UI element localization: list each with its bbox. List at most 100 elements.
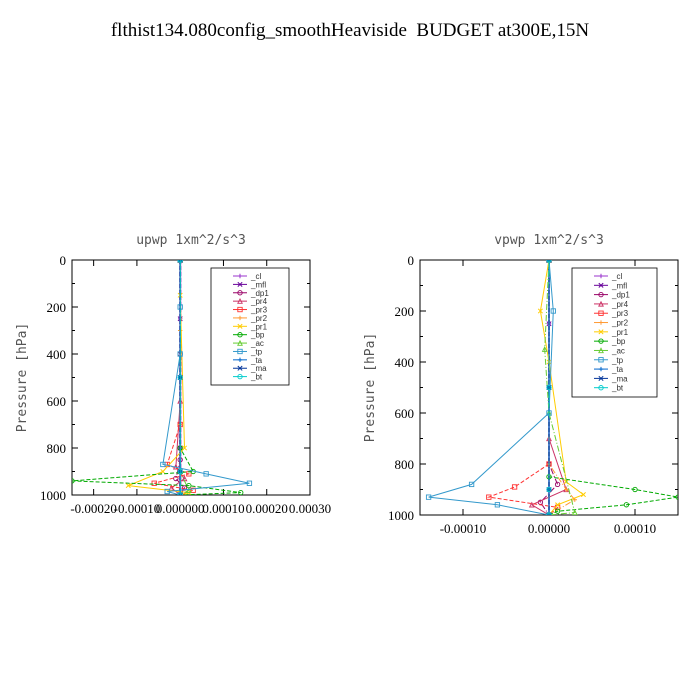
legend-label: _dp1 <box>611 291 630 300</box>
data-point <box>511 484 518 490</box>
panel-title: vpwp 1xm^2/s^3 <box>494 233 604 248</box>
figure-title: flthist134.080config_smoothHeaviside BUD… <box>110 20 590 41</box>
legend-marker <box>237 332 243 338</box>
data-point <box>173 475 179 482</box>
legend-label: _mfl <box>611 281 627 290</box>
x-tick-label: 0.00000 <box>528 521 570 536</box>
legend-marker <box>237 373 243 380</box>
y-tick-label: 400 <box>395 355 415 370</box>
series-line-ac <box>544 260 576 515</box>
data-point <box>177 260 183 263</box>
series-group <box>425 260 678 515</box>
data-point <box>623 502 630 508</box>
x-tick-label: -0.00010 <box>114 501 161 516</box>
legend-label: _cl <box>250 272 261 281</box>
x-tick-label: 0.00010 <box>614 521 656 536</box>
y-tick-label: 800 <box>47 441 67 456</box>
y-tick-label: 600 <box>47 394 67 409</box>
x-tick-label: 0.00030 <box>289 501 331 516</box>
legend-label: _ta <box>250 356 263 365</box>
legend-marker <box>237 281 243 287</box>
data-point <box>550 308 556 314</box>
legend-label: _pr2 <box>611 319 629 328</box>
legend-label: _pr4 <box>611 300 629 309</box>
y-tick-label: 400 <box>47 347 67 362</box>
chart-panel-2: vpwp 1xm^2/s^3 Pressure [hPa] 0 200 400 600 80… <box>363 233 679 536</box>
legend-label: _ac <box>250 339 264 348</box>
legend-marker <box>237 348 243 355</box>
legend-label: _bt <box>250 373 263 382</box>
legend-marker <box>598 291 604 298</box>
data-point <box>177 468 183 475</box>
data-point <box>571 509 578 515</box>
y-tick-label: 1000 <box>388 508 414 523</box>
legend-marker <box>598 273 604 279</box>
y-axis-label: Pressure [hPa] <box>363 333 378 443</box>
legend-label: _bp <box>611 337 626 346</box>
data-point <box>632 486 638 493</box>
data-point <box>72 478 75 484</box>
data-point <box>246 480 253 486</box>
y-tick-label: 0 <box>60 253 67 268</box>
legend-label: _pr1 <box>611 328 629 337</box>
y-tick-label: 200 <box>395 304 415 319</box>
legend-label: _ma <box>250 364 267 373</box>
x-tick-label: 0.000000 <box>156 501 205 516</box>
legend-box <box>571 267 658 398</box>
legend-marker <box>237 357 243 363</box>
x-tick-label: 0.00020 <box>246 501 288 516</box>
legend-marker <box>237 339 243 346</box>
legend-marker <box>598 310 604 316</box>
data-point <box>494 502 501 508</box>
legend-marker <box>598 282 604 288</box>
legend-label: _pr3 <box>611 309 629 318</box>
legend-label: _pr4 <box>250 297 268 306</box>
data-point <box>164 488 170 495</box>
legend-label: _ta <box>611 365 624 374</box>
legend-marker <box>237 273 243 279</box>
legend-label: _pr3 <box>250 306 268 315</box>
data-point <box>203 471 209 477</box>
data-point <box>238 490 244 495</box>
data-point <box>528 501 535 508</box>
data-point <box>675 494 678 500</box>
data-point <box>160 461 166 468</box>
series-group <box>72 260 253 495</box>
data-point <box>537 308 543 314</box>
legend-marker <box>598 300 604 307</box>
legend-marker <box>598 385 604 391</box>
data-point <box>185 487 192 493</box>
data-point <box>541 346 548 352</box>
y-tick-label: 800 <box>395 457 415 472</box>
data-point <box>181 445 188 451</box>
data-point <box>177 492 183 495</box>
legend-label: _pr2 <box>250 314 268 323</box>
data-point <box>554 508 561 514</box>
chart-panel-1: upwp 1xm^2/s^3 Pressure [hPa] 0 200 400 600 80… <box>15 233 331 516</box>
legend-marker <box>598 320 604 325</box>
x-tick-label: -0.00010 <box>440 521 487 536</box>
legend-marker <box>237 290 243 296</box>
series-line-ac <box>179 260 190 495</box>
legend-label: _bt <box>611 384 624 393</box>
data-point <box>486 494 492 500</box>
data-point <box>554 481 561 488</box>
legend-label: _cl <box>611 272 622 281</box>
legend-marker <box>598 357 604 363</box>
legend-marker <box>598 338 604 344</box>
legend-label: _tp <box>611 356 624 365</box>
data-point <box>555 502 561 508</box>
legend-label: _pr1 <box>250 322 268 331</box>
data-point <box>546 260 552 263</box>
y-axis-label: Pressure [hPa] <box>15 323 30 433</box>
legend-label: _ma <box>611 374 628 383</box>
data-point <box>580 492 586 498</box>
legend-marker <box>237 323 243 329</box>
legend-box <box>210 267 290 386</box>
series-line-tp <box>428 260 554 515</box>
data-point <box>190 487 196 493</box>
legend-marker <box>237 365 243 371</box>
data-point <box>468 481 475 488</box>
data-point <box>425 494 432 500</box>
